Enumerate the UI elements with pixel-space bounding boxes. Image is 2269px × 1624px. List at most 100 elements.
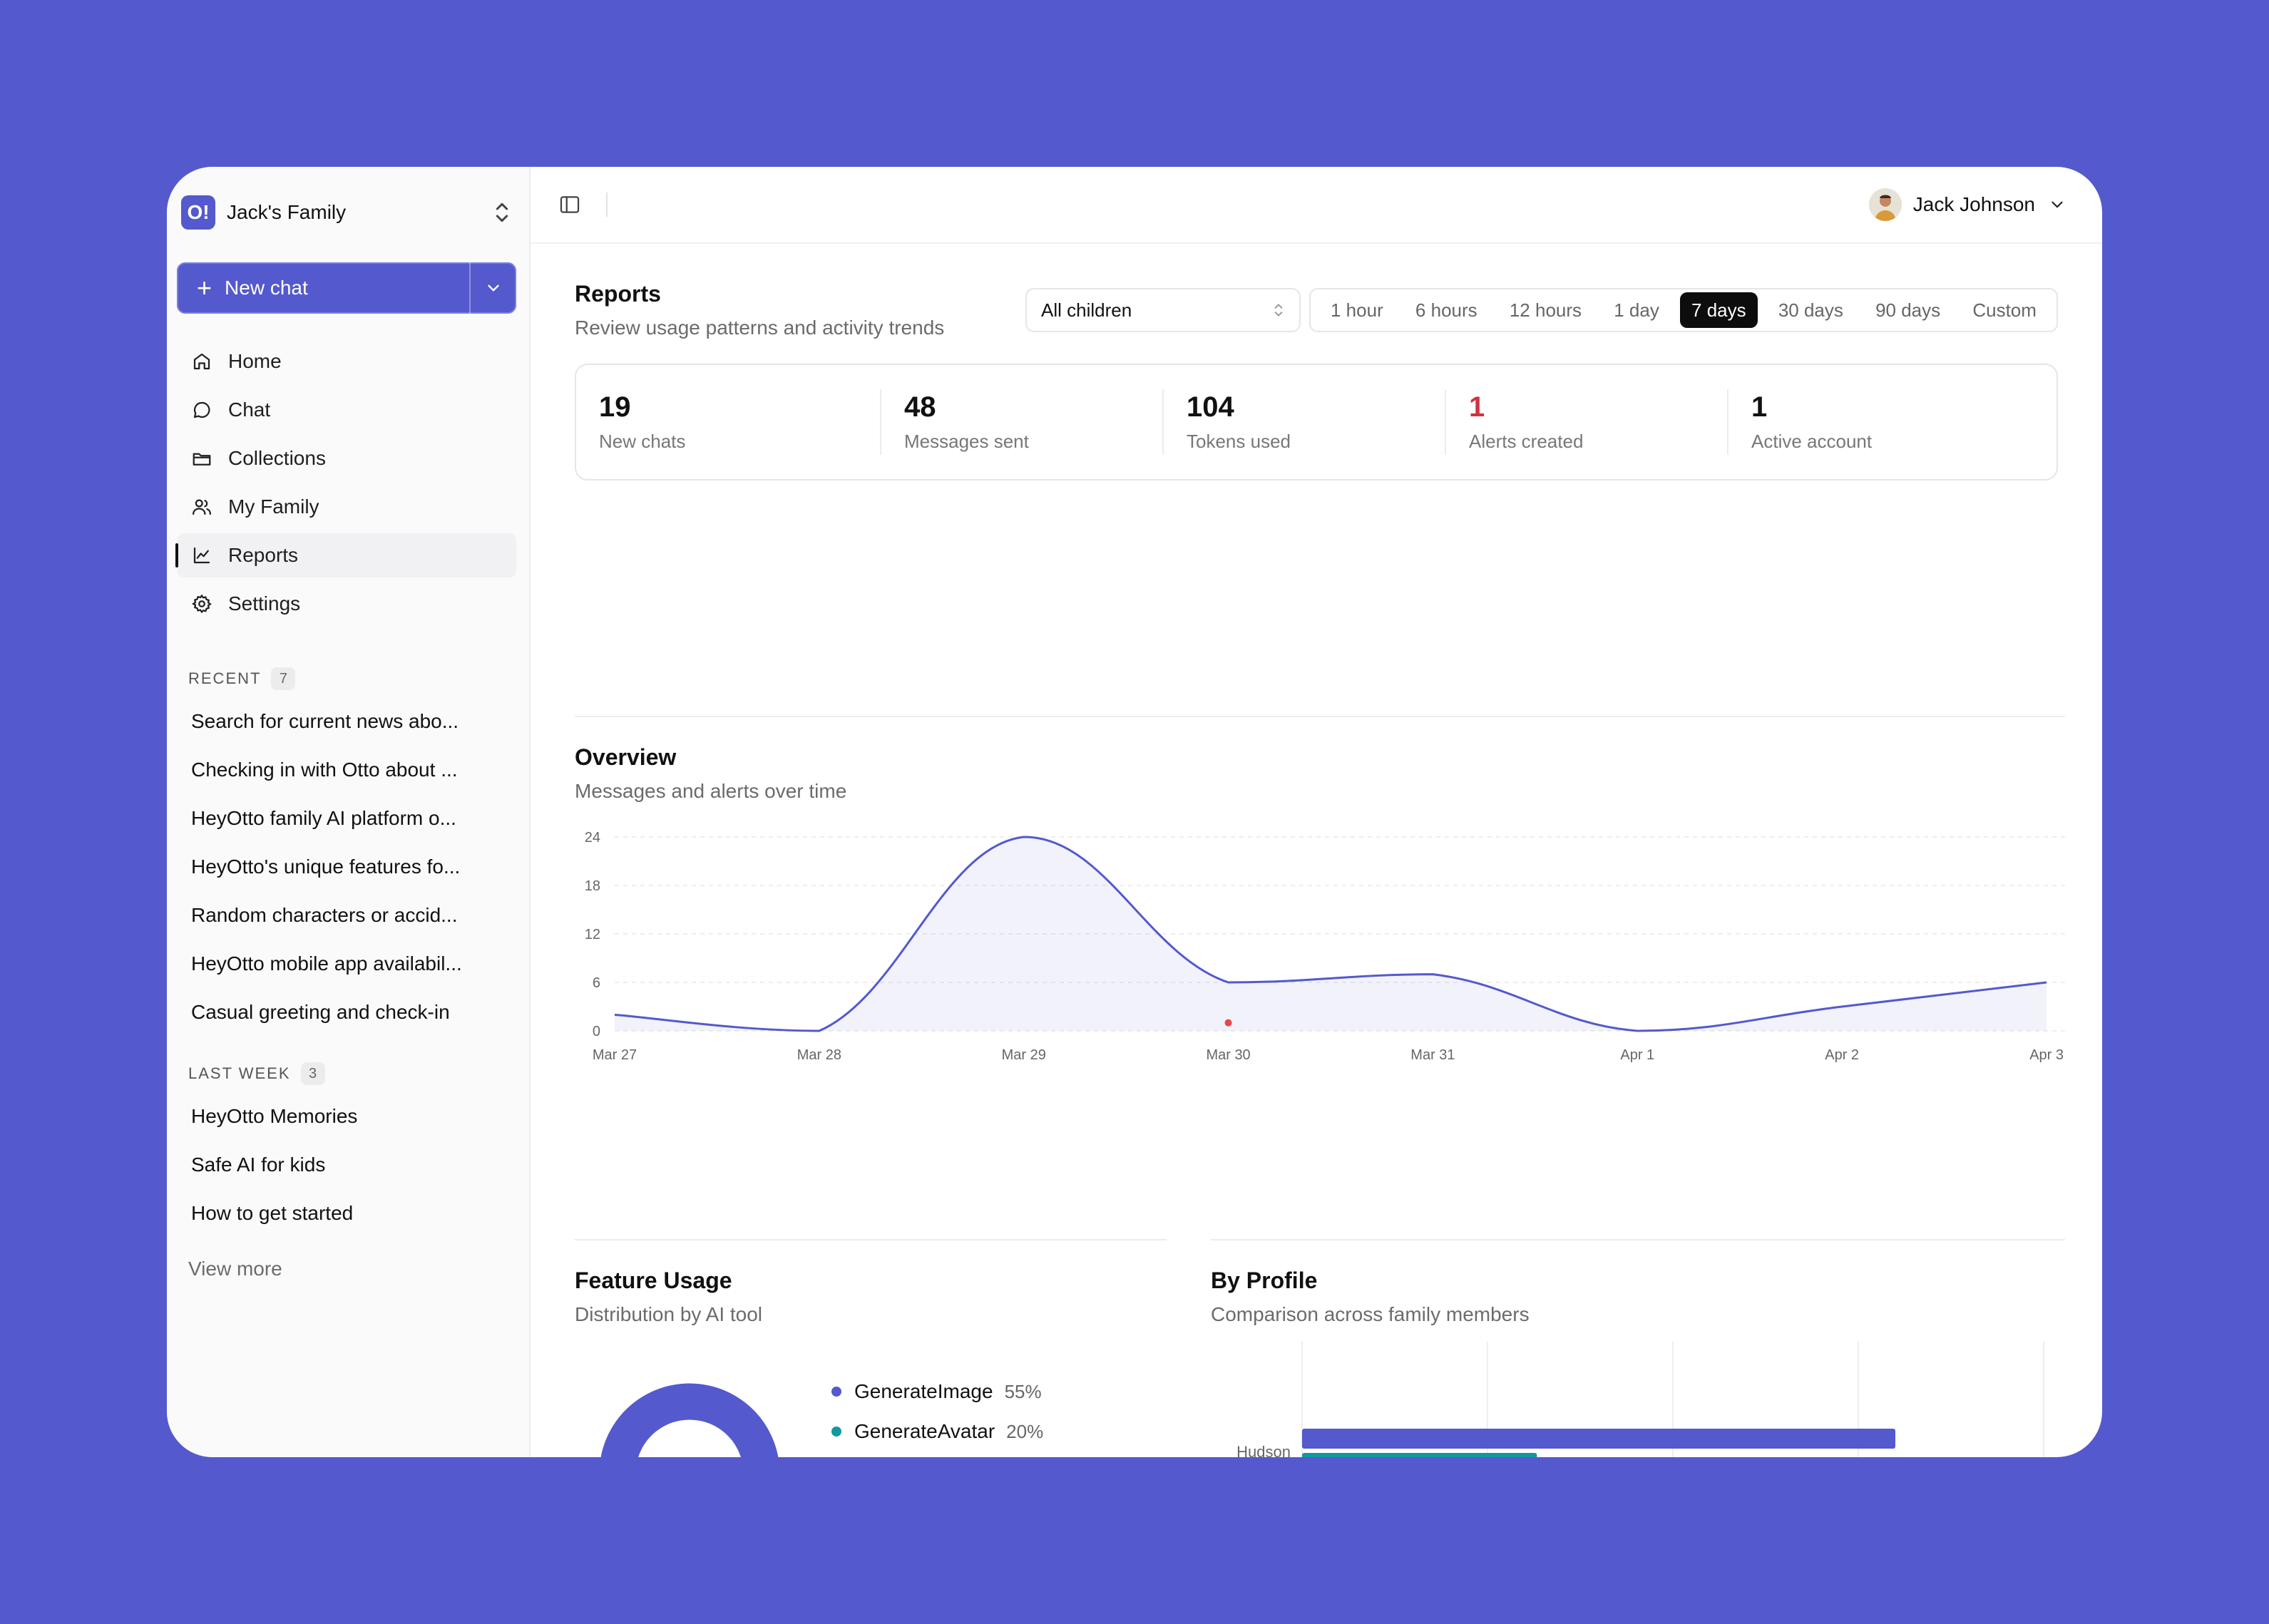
x-tick-label: Apr 1 — [1620, 1047, 1654, 1063]
chevron-down-icon — [2052, 201, 2063, 208]
sidebar-item-reports[interactable]: Reports — [175, 533, 516, 577]
recent-chat-item[interactable]: HeyOtto's unique features fo... — [191, 855, 461, 878]
sidebar-item-label: Collections — [228, 447, 326, 469]
y-tick-label: 18 — [585, 878, 600, 894]
plus-icon: + — [197, 273, 212, 302]
legend-percent: 55% — [1004, 1380, 1042, 1402]
overview-area-chart: 0 6 12 18 24 Mar 27 Mar 28 Mar 29 Mar 30 Mar 31 Ap… — [585, 830, 2065, 1063]
time-range-option[interactable]: 12 hours — [1509, 299, 1582, 321]
x-tick-label: Apr 3 — [2029, 1047, 2064, 1063]
main-content: Jack Johnson Reports Review usage patter… — [531, 167, 2102, 1457]
user-name: Jack Johnson — [1912, 193, 2035, 215]
chart-line-icon — [193, 547, 210, 564]
section-divider — [575, 1239, 1167, 1240]
workspace-name: Jack's Family — [227, 201, 347, 223]
section-divider — [1211, 1239, 2065, 1240]
last-week-chat-list: HeyOtto Memories Safe AI for kids How to… — [177, 1092, 516, 1238]
workspace-logo: O! — [181, 195, 215, 230]
stat-label: Active account — [1751, 431, 1873, 452]
feature-usage-title: Feature Usage — [575, 1268, 732, 1293]
sidebar-item-collections[interactable]: Collections — [177, 436, 516, 480]
stat-value: 19 — [599, 391, 631, 423]
last-week-section-label: LAST WEEK — [188, 1064, 291, 1082]
time-range-option[interactable]: 30 days — [1778, 299, 1843, 321]
child-filter-select[interactable]: All children — [1025, 288, 1301, 332]
stat-value: 1 — [1469, 391, 1485, 423]
sidebar-toggle-icon[interactable] — [558, 192, 582, 217]
overview-subtitle: Messages and alerts over time — [575, 780, 847, 802]
profile-bar — [1302, 1453, 1537, 1457]
recent-section-header: RECENT 7 — [177, 667, 516, 690]
recent-chat-item[interactable]: Search for current news abo... — [191, 710, 459, 732]
y-tick-label: 12 — [585, 927, 600, 942]
last-week-chat-item[interactable]: How to get started — [191, 1202, 354, 1224]
x-tick-label: Mar 28 — [797, 1047, 841, 1063]
user-menu[interactable]: Jack Johnson — [1868, 188, 2066, 221]
donut-slice-generateimage — [598, 1381, 781, 1457]
feature-usage-subtitle: Distribution by AI tool — [575, 1303, 763, 1325]
page-title: Reports — [575, 281, 661, 307]
avatar — [1868, 188, 1902, 221]
new-chat-control: + New chat — [177, 262, 516, 314]
recent-chat-item[interactable]: Checking in with Otto about ... — [191, 759, 458, 781]
sidebar-item-home[interactable]: Home — [177, 339, 516, 384]
recent-chat-item[interactable]: Casual greeting and check-in — [191, 1001, 450, 1023]
stat-card: 19 New chats — [576, 389, 881, 455]
top-bar: Jack Johnson — [531, 167, 2102, 244]
new-chat-options-button[interactable] — [469, 262, 516, 314]
view-more-link[interactable]: View more — [188, 1258, 282, 1280]
stat-card: 104 Tokens used — [1164, 389, 1446, 455]
child-filter-value: All children — [1041, 299, 1132, 321]
legend-percent: 20% — [1006, 1420, 1044, 1442]
last-week-count-badge: 3 — [300, 1062, 325, 1085]
app-window: O! Jack's Family + New chat Home Chat — [167, 167, 2102, 1457]
last-week-chat-item[interactable]: Safe AI for kids — [191, 1153, 326, 1176]
recent-chat-item[interactable]: Random characters or accid... — [191, 904, 458, 926]
sidebar-item-label: Reports — [228, 544, 299, 566]
x-tick-label: Apr 2 — [1825, 1047, 1859, 1063]
x-tick-label: Mar 29 — [1002, 1047, 1046, 1063]
recent-chat-item[interactable]: HeyOtto family AI platform o... — [191, 807, 456, 829]
y-tick-label: 0 — [593, 1024, 600, 1039]
time-range-option[interactable]: 6 hours — [1415, 299, 1477, 321]
chevron-up-down-icon — [1274, 304, 1283, 317]
stat-label: Messages sent — [904, 431, 1029, 452]
legend-label: GenerateImage — [854, 1380, 993, 1402]
category-label: Hudson — [1236, 1443, 1291, 1457]
x-tick-label: Mar 31 — [1410, 1047, 1455, 1063]
time-range-option[interactable]: 1 hour — [1331, 299, 1383, 321]
sidebar-item-my-family[interactable]: My Family — [177, 485, 516, 529]
page-subtitle: Review usage patterns and activity trend… — [575, 317, 945, 339]
gear-icon — [192, 594, 212, 614]
recent-chat-item[interactable]: HeyOtto mobile app availabil... — [191, 952, 462, 975]
primary-nav: Home Chat Collections My Family Reports … — [175, 339, 516, 626]
time-range-option[interactable]: 7 days — [1680, 292, 1758, 328]
chevron-up-down-icon — [496, 202, 508, 222]
profile-bar — [1302, 1429, 1895, 1449]
sidebar-item-label: My Family — [228, 495, 319, 518]
sidebar-item-label: Home — [228, 350, 282, 372]
stat-value: 104 — [1187, 391, 1234, 423]
stat-value: 1 — [1751, 391, 1768, 423]
stat-label: Alerts created — [1469, 431, 1584, 452]
messages-series-line — [614, 836, 2047, 1032]
workspace-switcher[interactable]: O! Jack's Family — [177, 191, 516, 234]
stat-label: Tokens used — [1187, 431, 1291, 452]
users-icon — [193, 499, 211, 515]
folder-icon — [193, 453, 211, 466]
chat-bubble-icon — [193, 401, 210, 418]
by-profile-title: By Profile — [1211, 1268, 1318, 1293]
new-chat-button[interactable]: + New chat — [177, 275, 469, 301]
y-tick-label: 24 — [585, 830, 600, 846]
time-range-option[interactable]: 1 day — [1614, 299, 1659, 321]
sidebar-item-chat[interactable]: Chat — [177, 388, 516, 432]
last-week-chat-item[interactable]: HeyOtto Memories — [191, 1105, 358, 1127]
sidebar-item-settings[interactable]: Settings — [177, 582, 516, 626]
legend-item: GenerateAvatar 20% — [831, 1412, 1073, 1451]
legend-dot — [831, 1387, 841, 1397]
section-divider — [575, 716, 2065, 717]
time-range-option[interactable]: 90 days — [1875, 299, 1941, 321]
recent-chat-list: Search for current news abo... Checking … — [177, 697, 516, 1037]
time-range-option[interactable]: Custom — [1972, 299, 2037, 321]
